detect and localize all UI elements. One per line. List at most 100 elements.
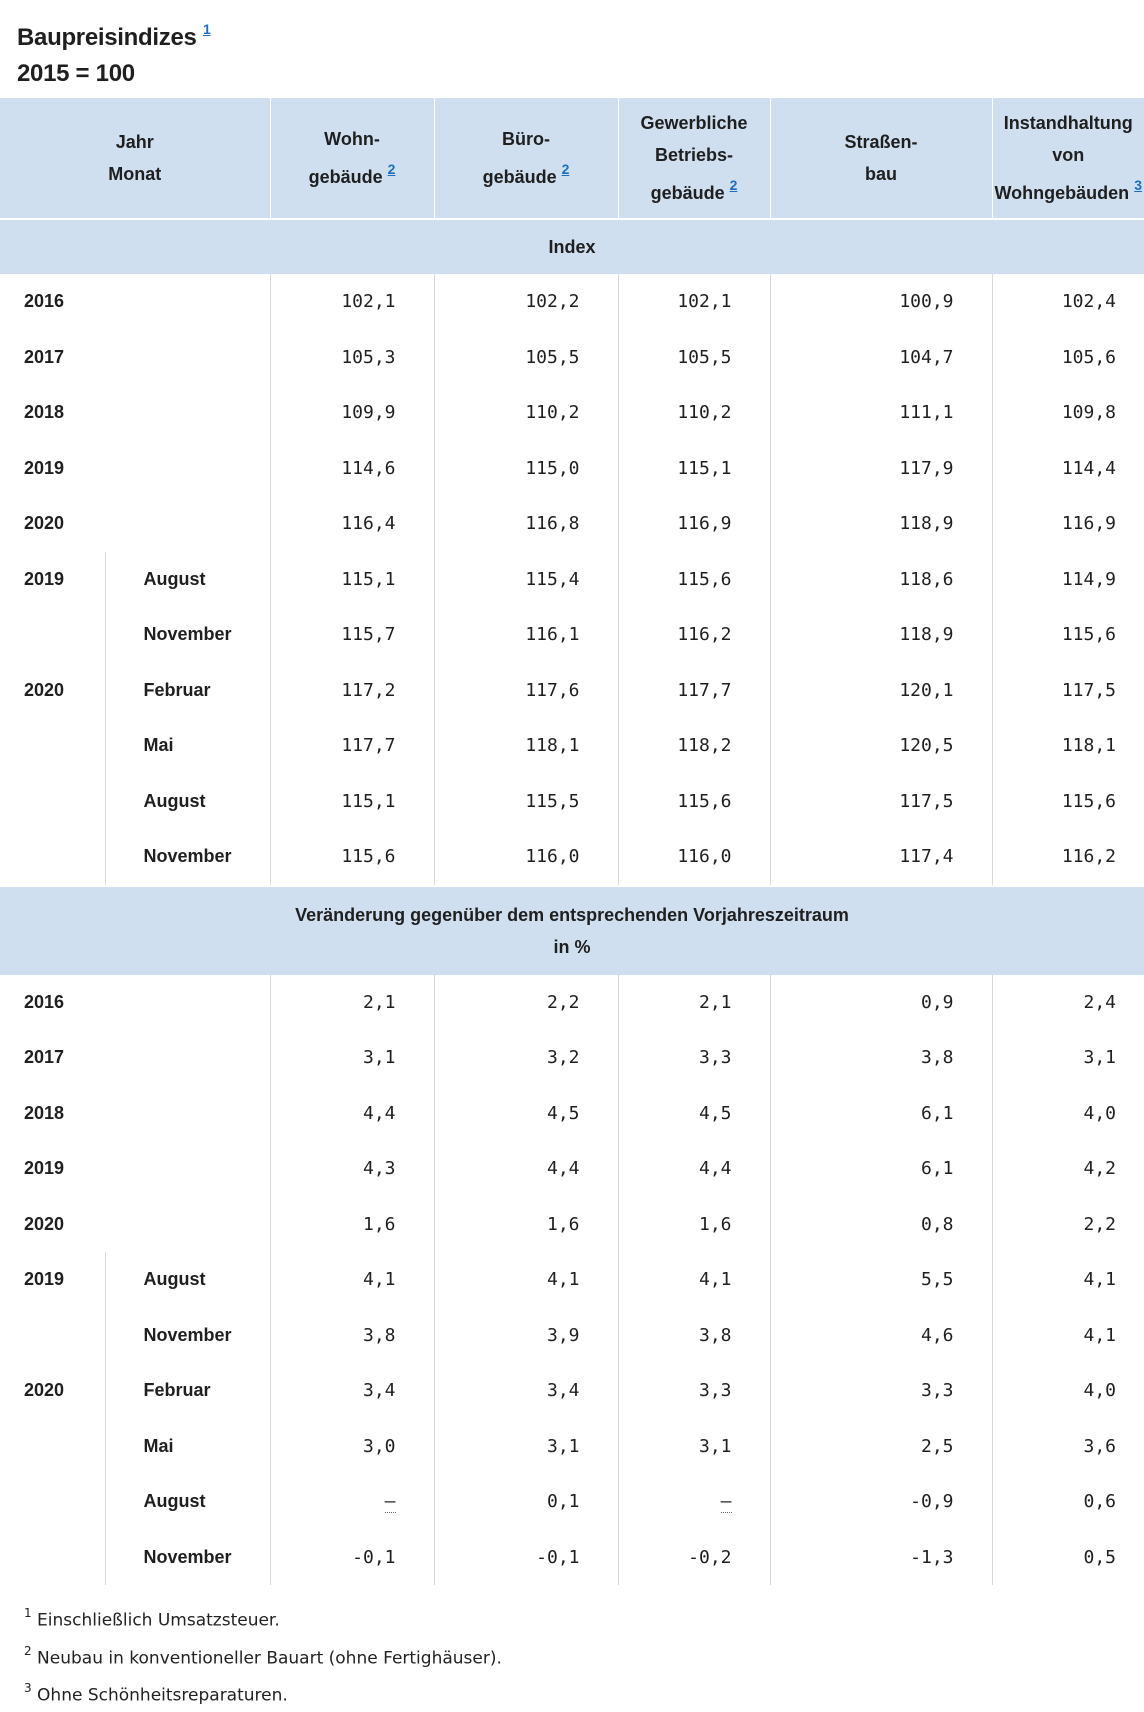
value-cell: 3,1 (992, 1030, 1144, 1086)
value-cell: 117,6 (434, 663, 618, 719)
header-line: Monat (0, 158, 270, 190)
value-cell: 116,9 (992, 496, 1144, 552)
footnote-link-2[interactable]: 2 (562, 161, 570, 177)
value-cell: -0,1 (434, 1530, 618, 1586)
value-text: 117,2 (341, 680, 395, 701)
value-cell: 115,4 (434, 552, 618, 608)
year-cell (0, 607, 105, 663)
value-cell: 100,9 (770, 274, 992, 330)
value-text: 116,1 (525, 624, 579, 645)
value-cell: 116,1 (434, 607, 618, 663)
value-text: 105,6 (1062, 347, 1116, 368)
value-cell: 3,0 (270, 1419, 434, 1475)
value-text: 4,3 (363, 1158, 396, 1179)
value-cell: 110,2 (618, 385, 770, 441)
year-cell: 2019 (0, 1141, 270, 1197)
value-text: 115,1 (341, 569, 395, 590)
value-cell: 117,2 (270, 663, 434, 719)
value-cell: 2,1 (270, 975, 434, 1031)
value-text: 3,4 (547, 1380, 580, 1401)
value-cell: 4,0 (992, 1086, 1144, 1142)
header-line: Betriebs- (619, 139, 770, 171)
value-cell: 118,6 (770, 552, 992, 608)
value-text: 4,1 (1083, 1325, 1116, 1346)
value-cell: 0,5 (992, 1530, 1144, 1586)
value-cell: 105,5 (618, 330, 770, 386)
footnote-link-2[interactable]: 2 (388, 161, 396, 177)
value-text: 4,5 (547, 1103, 580, 1124)
value-text: 4,1 (1083, 1269, 1116, 1290)
year-cell (0, 829, 105, 886)
month-cell: Mai (105, 718, 270, 774)
footnote-text: Neubau in konventioneller Bauart (ohne F… (37, 1648, 502, 1668)
value-cell: 105,3 (270, 330, 434, 386)
year-cell: 2016 (0, 274, 270, 330)
value-text: 6,1 (921, 1158, 954, 1179)
section-header-row: Veränderung gegenüber dem entsprechenden… (0, 886, 1144, 975)
value-cell: 4,5 (434, 1086, 618, 1142)
value-text: 3,8 (921, 1047, 954, 1068)
footnote-link-3[interactable]: 3 (1134, 177, 1142, 193)
value-text: 115,1 (677, 458, 731, 479)
value-text: 115,6 (677, 791, 731, 812)
value-text: 114,9 (1062, 569, 1116, 590)
section-label: Veränderung gegenüber dem entsprechenden… (0, 886, 1144, 975)
year-cell: 2019 (0, 1252, 105, 1308)
value-text: 1,6 (547, 1214, 580, 1235)
value-cell: -1,3 (770, 1530, 992, 1586)
value-text: 105,5 (677, 347, 731, 368)
value-text: 3,3 (699, 1380, 732, 1401)
year-cell (0, 718, 105, 774)
header-line: Gewerbliche (619, 107, 770, 139)
footnote-link-2[interactable]: 2 (730, 177, 738, 193)
value-cell: 4,1 (992, 1252, 1144, 1308)
value-text: 115,6 (341, 846, 395, 867)
value-cell: 117,5 (992, 663, 1144, 719)
value-cell: 1,6 (434, 1197, 618, 1253)
value-text: 117,9 (899, 458, 953, 479)
value-text: -0,2 (688, 1547, 731, 1568)
value-cell: 1,6 (618, 1197, 770, 1253)
value-text: 114,6 (341, 458, 395, 479)
value-cell: 115,1 (270, 774, 434, 830)
value-cell: 115,6 (992, 774, 1144, 830)
header-buerogebaeude: Büro- gebäude 2 (434, 98, 618, 219)
value-text: 3,3 (699, 1047, 732, 1068)
footnote-2: 2 Neubau in konventioneller Bauart (ohne… (24, 1637, 502, 1675)
value-cell: 3,3 (618, 1363, 770, 1419)
value-cell: 117,4 (770, 829, 992, 886)
value-text: 2,2 (1083, 1214, 1116, 1235)
value-text: 2,2 (547, 992, 580, 1013)
value-cell: 117,7 (618, 663, 770, 719)
value-cell: 4,0 (992, 1363, 1144, 1419)
value-cell: 116,0 (618, 829, 770, 886)
value-cell: 115,0 (434, 441, 618, 497)
value-cell: 4,4 (618, 1141, 770, 1197)
header-line: Wohn- (271, 123, 434, 155)
footnote-link-1[interactable]: 1 (203, 21, 211, 37)
value-text: 0,5 (1083, 1547, 1116, 1568)
value-cell: 102,1 (618, 274, 770, 330)
value-cell: 3,4 (434, 1363, 618, 1419)
header-line: Straßen- (771, 126, 992, 158)
header-line: von (993, 139, 1144, 171)
value-text: – (721, 1491, 732, 1513)
value-text: 118,6 (899, 569, 953, 590)
header-line: gebäude (651, 183, 725, 203)
value-cell: 1,6 (270, 1197, 434, 1253)
value-cell: 3,4 (270, 1363, 434, 1419)
value-text: 117,7 (341, 735, 395, 756)
value-cell: 4,6 (770, 1308, 992, 1364)
header-wohngebaeude: Wohn- gebäude 2 (270, 98, 434, 219)
header-line: Wohngebäuden (995, 183, 1130, 203)
value-cell: 0,9 (770, 975, 992, 1031)
value-text: 102,4 (1062, 291, 1116, 312)
year-cell: 2020 (0, 1197, 270, 1253)
